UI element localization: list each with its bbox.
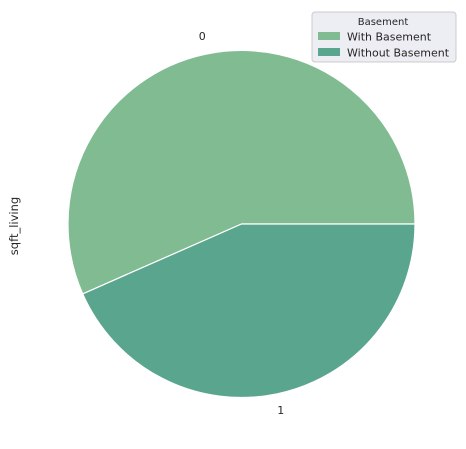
slice-label-0: 0 [199,30,206,43]
slice-label-1: 1 [277,404,284,417]
pie-slices [67,49,416,399]
legend-box [311,11,457,63]
legend-title: Basement [358,17,409,28]
legend-entry-without-basement: Without Basement [347,47,450,60]
pie-slice-1 [82,223,416,399]
legend-swatch-with-basement [318,32,340,40]
slice-labels: 01 [199,30,285,417]
pie-slice-0 [67,49,416,295]
legend: Basement With Basement Without Basement [311,11,457,63]
y-axis-label: sqft_living [7,197,21,255]
legend-swatch-without-basement [318,48,340,56]
legend-entry-with-basement: With Basement [347,31,432,44]
